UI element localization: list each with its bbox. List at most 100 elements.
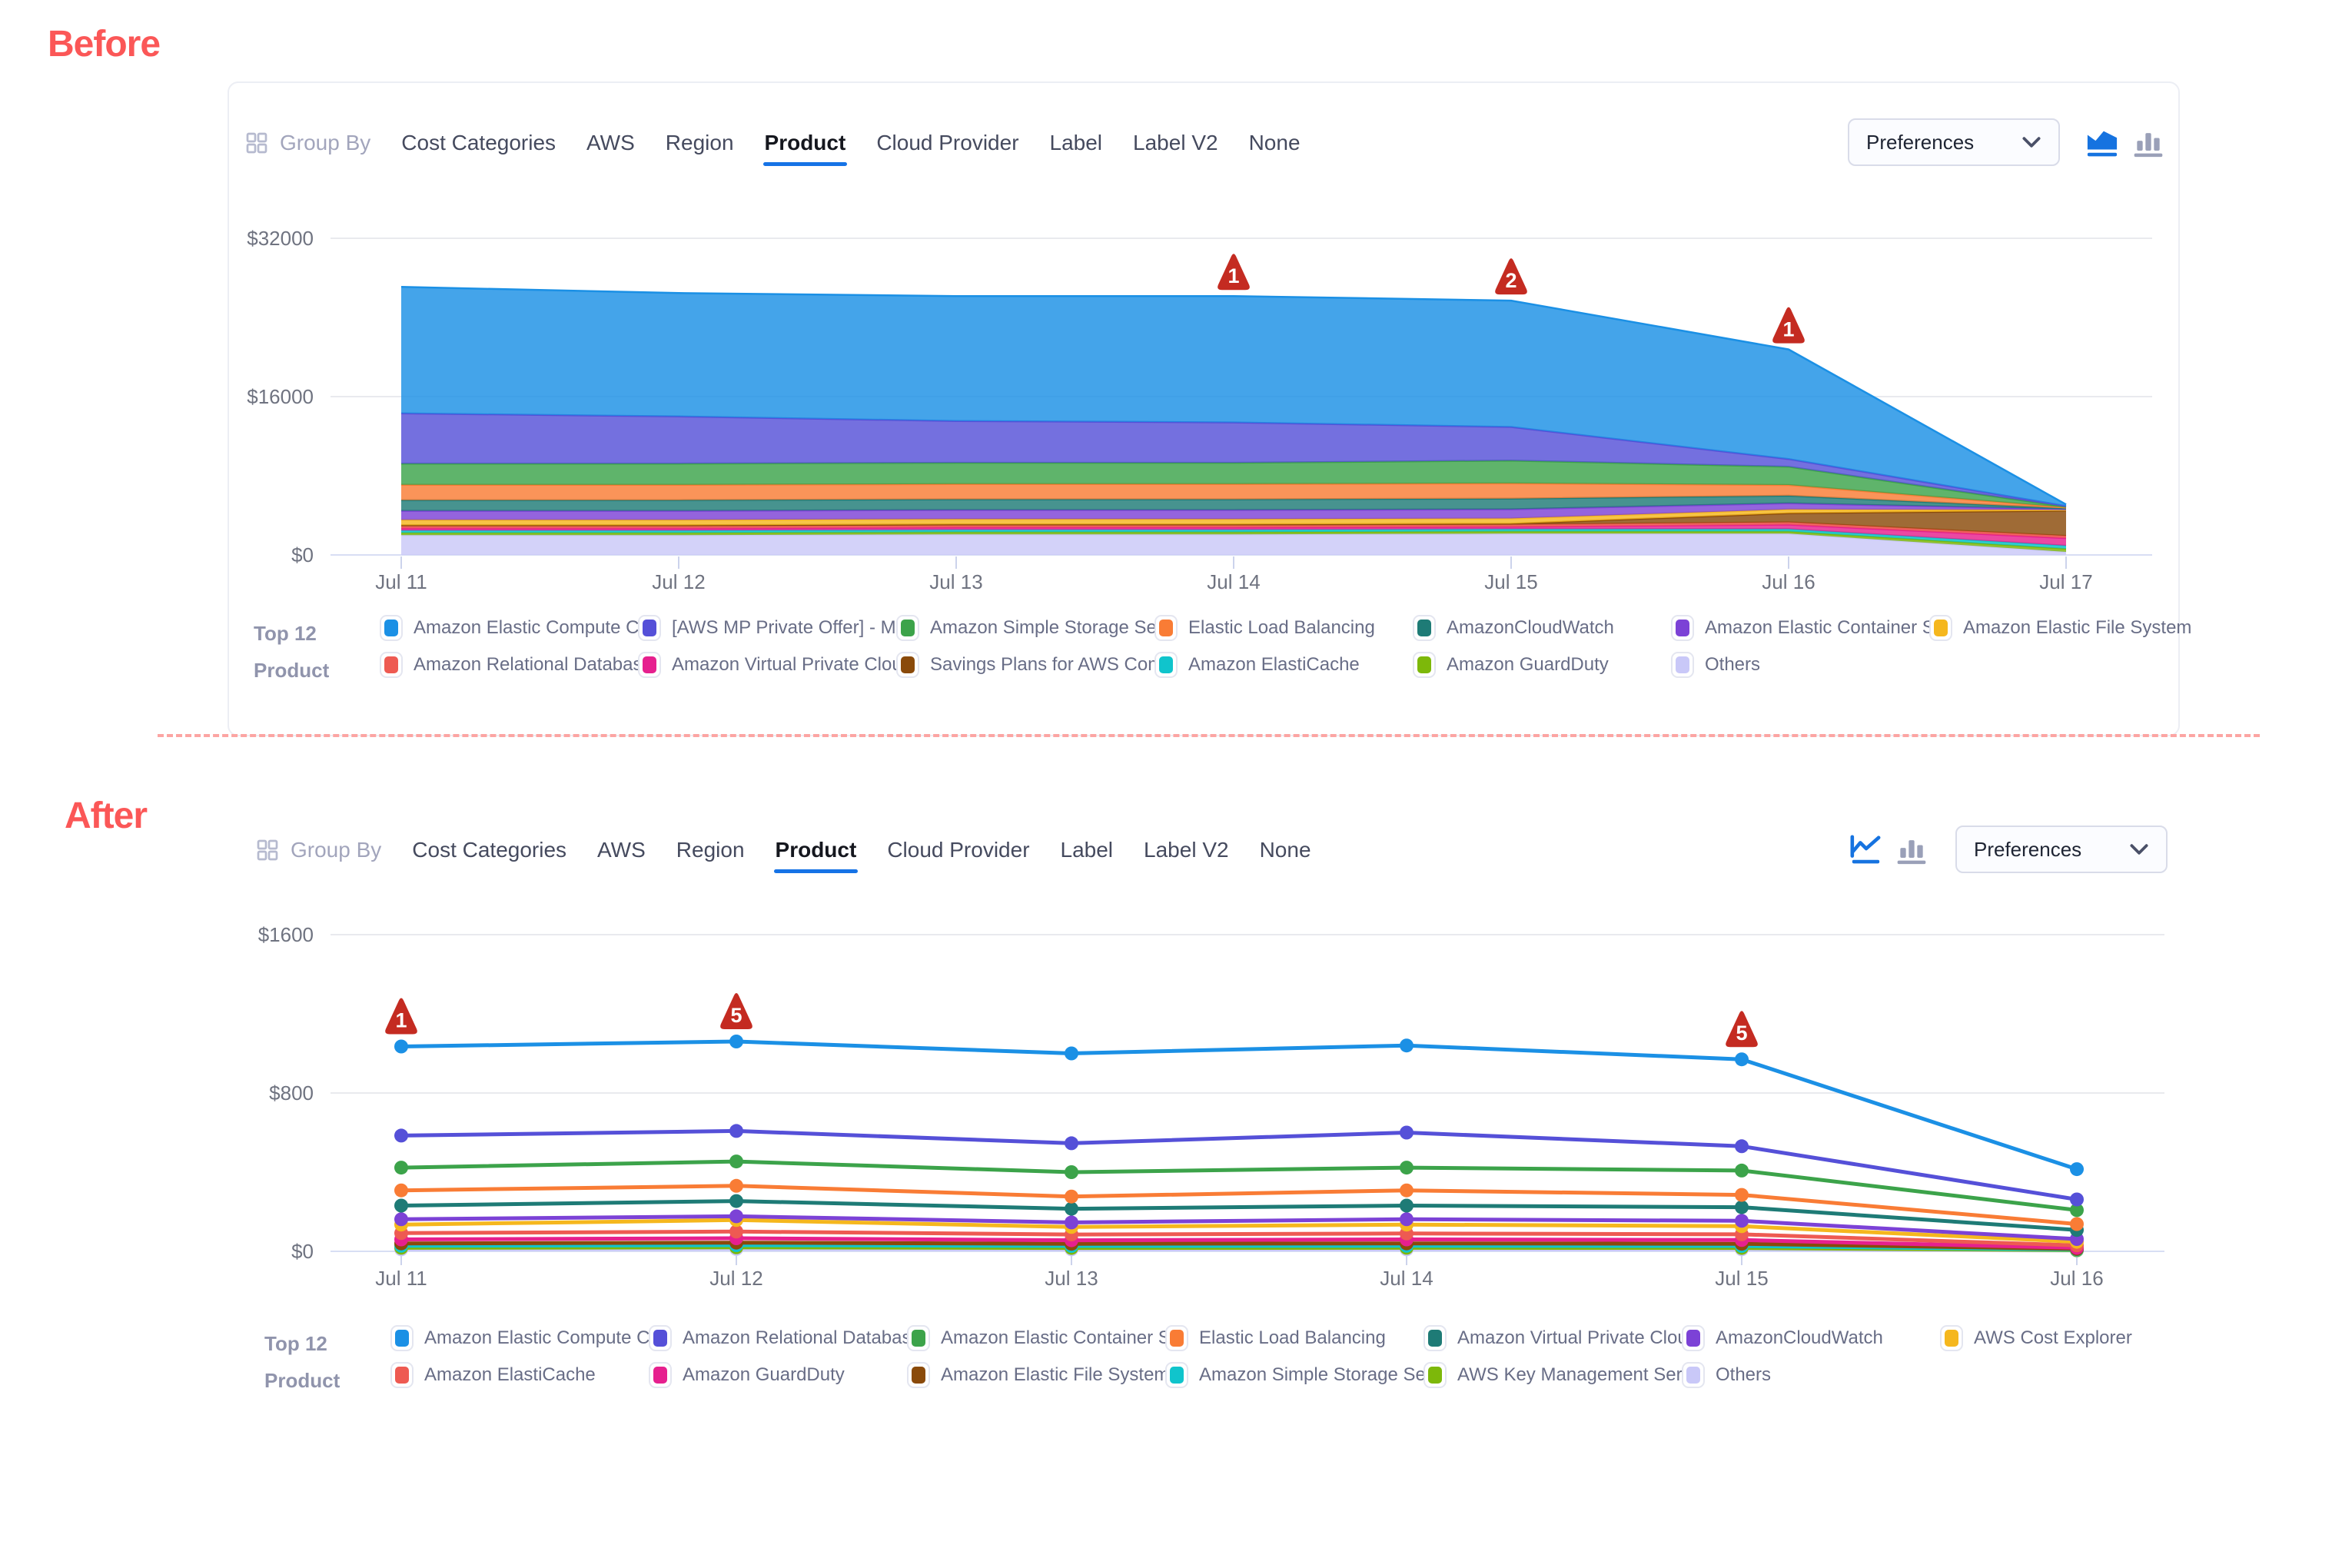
before-legend-item-aws-mp-private-offer-m[interactable]: [AWS MP Private Offer] - M... [638, 615, 912, 641]
legend-swatch [1682, 1362, 1705, 1388]
bar-chart-toggle-icon[interactable] [1894, 832, 1929, 867]
preferences-label: Preferences [1866, 130, 1975, 154]
anomaly-badge[interactable]: 1 [1218, 254, 1250, 291]
before-legend-item-amazon-elastic-compute-cl[interactable]: Amazon Elastic Compute Cl... [380, 615, 659, 641]
group-by-label: Group By [291, 838, 382, 862]
legend-item-label: AWS Key Management Serv... [1457, 1364, 1706, 1385]
legend-item-label: Amazon ElastiCache [1188, 654, 1360, 675]
anomaly-badge[interactable]: 2 [1495, 258, 1527, 295]
svg-text:Jul 14: Jul 14 [1207, 570, 1260, 593]
after-tab-aws[interactable]: AWS [597, 838, 646, 862]
after-legend-item-amazon-elastic-file-system[interactable]: Amazon Elastic File System [907, 1362, 1169, 1388]
line-chart-toggle-icon[interactable] [1848, 832, 1883, 867]
after-groupby-row: Group By Cost Categories AWS Region Product… [255, 826, 1311, 875]
anomaly-badge[interactable]: 1 [385, 998, 417, 1035]
before-legend: Top 12 Product Amazon Elastic Compute Cl… [254, 615, 2191, 689]
svg-text:Jul 17: Jul 17 [2039, 570, 2092, 593]
before-legend-item-amazon-elastic-container-s[interactable]: Amazon Elastic Container S... [1671, 615, 1950, 641]
svg-text:1: 1 [395, 1008, 407, 1031]
before-tabs: Cost Categories AWS Region Product Cloud Pro… [401, 131, 1301, 166]
before-legend-items: Amazon Elastic Compute Cl... [AWS MP Priv… [380, 615, 2191, 689]
group-by-grid-icon [246, 132, 267, 154]
after-tab-label[interactable]: Label [1060, 838, 1114, 862]
before-groupby-row: Group By Cost Categories AWS Region Product… [244, 118, 1301, 168]
legend-swatch [649, 1362, 672, 1388]
after-tab-cost-categories[interactable]: Cost Categories [412, 838, 567, 862]
legend-item-label: AWS Cost Explorer [1974, 1327, 2132, 1348]
legend-swatch [1671, 652, 1694, 678]
before-tab-cost-categories[interactable]: Cost Categories [401, 131, 556, 154]
legend-swatch [896, 652, 919, 678]
after-cost-chart[interactable]: $0 $800 $1600 Jul 11 Jul 12 Jul 13 Jul 14 Jul 1… [258, 923, 2164, 1290]
svg-text:Jul 16: Jul 16 [1762, 570, 1815, 593]
before-legend-item-amazon-elasticache[interactable]: Amazon ElastiCache [1154, 652, 1413, 678]
legend-swatch [649, 1325, 672, 1351]
after-legend-item-amazon-elastic-compute-cl[interactable]: Amazon Elastic Compute Cl... [390, 1325, 669, 1351]
legend-item-label: AmazonCloudWatch [1716, 1327, 1883, 1348]
anomaly-badge[interactable]: 1 [1772, 307, 1805, 344]
before-legend-item-amazoncloudwatch[interactable]: AmazonCloudWatch [1413, 615, 1671, 641]
legend-swatch [1165, 1325, 1188, 1351]
before-legend-item-amazon-virtual-private-cloud[interactable]: Amazon Virtual Private Cloud [638, 652, 912, 678]
before-legend-item-others[interactable]: Others [1671, 652, 1929, 678]
before-tab-region[interactable]: Region [665, 131, 734, 154]
legend-swatch [380, 652, 403, 678]
before-tab-label[interactable]: Label [1049, 131, 1103, 154]
after-legend-item-aws-cost-explorer[interactable]: AWS Cost Explorer [1940, 1325, 2198, 1351]
svg-text:$0: $0 [291, 1240, 314, 1263]
legend-item-label: Savings Plans for AWS Com... [930, 654, 1179, 675]
before-legend-item-amazon-relational-databas[interactable]: Amazon Relational Databas... [380, 652, 658, 678]
chevron-down-icon [2022, 137, 2041, 148]
bar-chart-toggle-icon[interactable] [2131, 125, 2166, 160]
group-by-grid-icon [257, 839, 278, 861]
before-label: Before [48, 24, 161, 65]
legend-swatch [1165, 1362, 1188, 1388]
after-legend-item-aws-key-management-serv[interactable]: AWS Key Management Serv... [1423, 1362, 1706, 1388]
after-legend-item-amazoncloudwatch[interactable]: AmazonCloudWatch [1682, 1325, 1940, 1351]
after-tab-cloud-provider[interactable]: Cloud Provider [887, 838, 1030, 862]
before-tab-aws[interactable]: AWS [586, 131, 635, 154]
legend-item-label: Amazon Elastic Container S... [1705, 617, 1950, 638]
legend-item-label: Amazon ElastiCache [424, 1364, 596, 1385]
after-legend-item-elastic-load-balancing[interactable]: Elastic Load Balancing [1165, 1325, 1423, 1351]
anomaly-badge[interactable]: 5 [720, 993, 752, 1030]
svg-text:Jul 15: Jul 15 [1715, 1267, 1768, 1290]
after-legend-item-amazon-relational-databas[interactable]: Amazon Relational Databas... [649, 1325, 927, 1351]
before-tab-label-v2[interactable]: Label V2 [1133, 131, 1218, 154]
before-legend-item-amazon-elastic-file-system[interactable]: Amazon Elastic File System [1929, 615, 2191, 641]
after-tab-product[interactable]: Product [773, 838, 859, 873]
after-tab-none[interactable]: None [1259, 838, 1311, 862]
after-legend-item-amazon-simple-storage-ser[interactable]: Amazon Simple Storage Ser... [1165, 1362, 1447, 1388]
svg-text:$32000: $32000 [247, 227, 314, 250]
preferences-dropdown[interactable]: Preferences [1848, 118, 2060, 166]
before-tab-cloud-provider[interactable]: Cloud Provider [876, 131, 1019, 154]
before-legend-item-savings-plans-for-aws-com[interactable]: Savings Plans for AWS Com... [896, 652, 1178, 678]
before-legend-item-amazon-simple-storage-ser[interactable]: Amazon Simple Storage Ser... [896, 615, 1178, 641]
anomaly-badge[interactable]: 5 [1726, 1011, 1758, 1048]
before-chart-controls: Preferences [1848, 118, 2166, 166]
after-legend-item-amazon-virtual-private-cloud[interactable]: Amazon Virtual Private Cloud [1423, 1325, 1698, 1351]
after-legend-item-others[interactable]: Others [1682, 1362, 1940, 1388]
after-legend-item-amazon-guardduty[interactable]: Amazon GuardDuty [649, 1362, 907, 1388]
before-tab-none[interactable]: None [1248, 131, 1301, 154]
svg-text:1: 1 [1782, 318, 1794, 341]
after-legend-item-amazon-elastic-container-s[interactable]: Amazon Elastic Container S... [907, 1325, 1186, 1351]
legend-item-label: Amazon Elastic File System [941, 1364, 1170, 1385]
svg-text:5: 5 [1736, 1022, 1747, 1045]
legend-swatch [1423, 1362, 1447, 1388]
legend-item-label: Amazon GuardDuty [683, 1364, 845, 1385]
after-tab-label-v2[interactable]: Label V2 [1144, 838, 1229, 862]
after-legend-item-amazon-elasticache[interactable]: Amazon ElastiCache [390, 1362, 649, 1388]
after-label: After [65, 796, 148, 836]
after-tab-region[interactable]: Region [676, 838, 745, 862]
before-cost-chart[interactable]: $0 $16000 $32000 Jul 11 Jul 12 Jul 13 Jul 14 Ju… [247, 227, 2152, 593]
legend-swatch [1154, 652, 1178, 678]
preferences-dropdown[interactable]: Preferences [1955, 826, 2168, 873]
before-tab-product[interactable]: Product [762, 131, 848, 166]
before-legend-item-amazon-guardduty[interactable]: Amazon GuardDuty [1413, 652, 1671, 678]
area-chart-toggle-icon[interactable] [2085, 125, 2120, 160]
before-legend-item-elastic-load-balancing[interactable]: Elastic Load Balancing [1154, 615, 1413, 641]
legend-item-label: Others [1716, 1364, 1772, 1385]
legend-item-label: Elastic Load Balancing [1199, 1327, 1386, 1348]
